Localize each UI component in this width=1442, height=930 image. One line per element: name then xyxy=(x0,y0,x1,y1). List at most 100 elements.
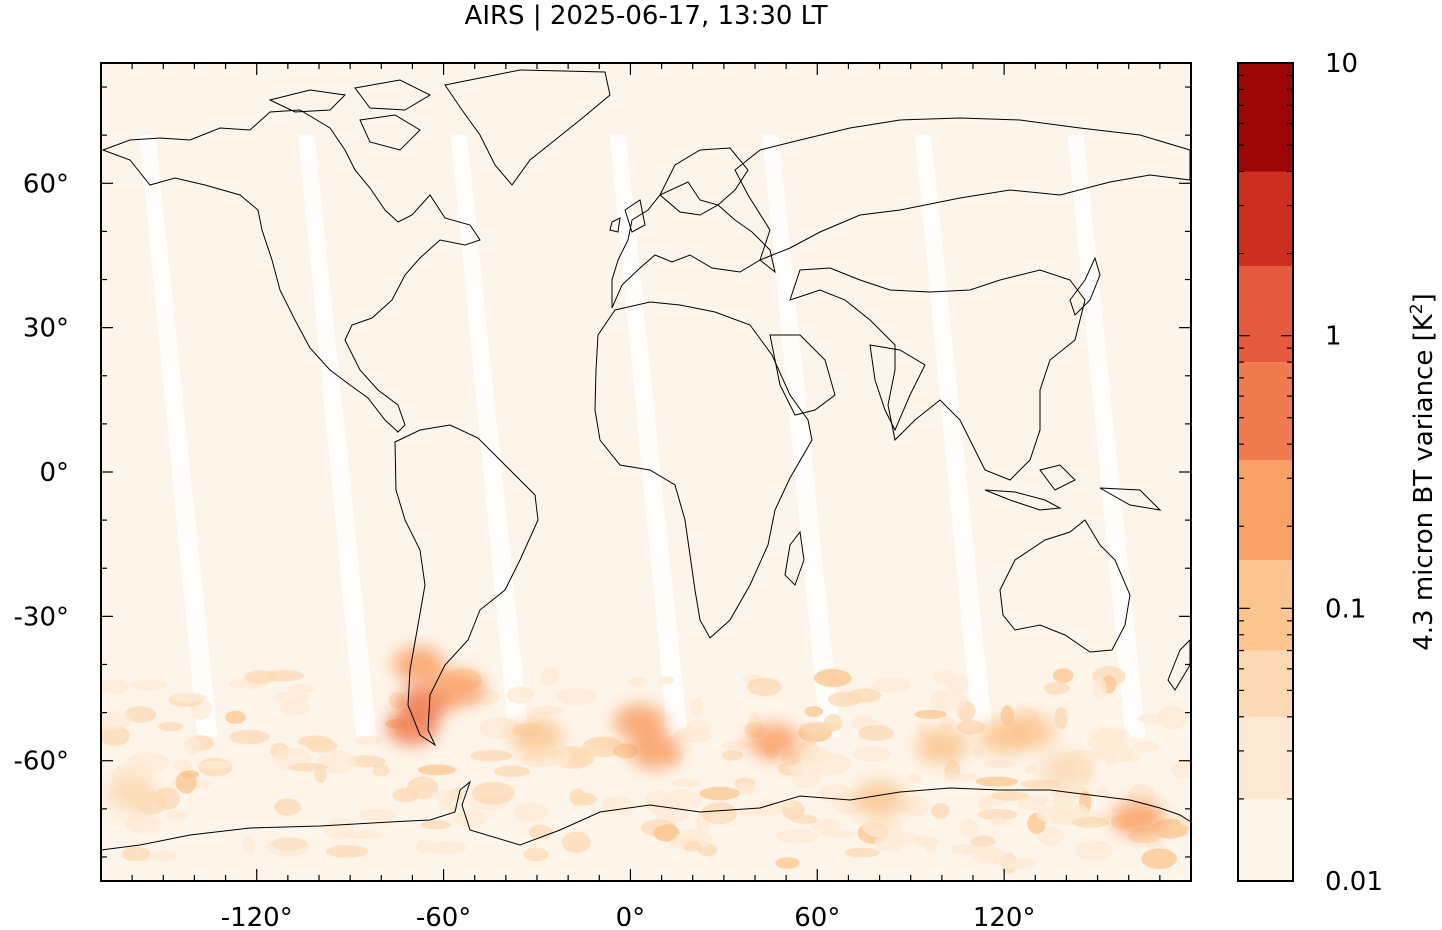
variance-patch xyxy=(821,829,856,838)
coastline-asia xyxy=(734,117,1191,481)
variance-patch xyxy=(274,798,302,816)
variance-patch xyxy=(970,835,996,847)
lat-tick-label: -30° xyxy=(14,602,69,632)
variance-hotspot xyxy=(392,646,445,683)
colorbar-segment xyxy=(1238,560,1293,651)
lat-tick-label: 60° xyxy=(23,169,69,199)
coastlines xyxy=(101,69,1191,851)
variance-patch xyxy=(914,709,947,719)
swath-gap xyxy=(298,135,377,737)
variance-hotspot xyxy=(747,723,800,760)
variance-patch xyxy=(175,771,197,794)
variance-hotspot xyxy=(106,776,159,813)
coastline-indonesia xyxy=(984,464,1162,511)
variance-patch xyxy=(852,746,892,762)
coastline-madagascar xyxy=(784,530,805,586)
variance-patch xyxy=(734,782,757,795)
variance-patch xyxy=(1141,848,1177,870)
coastline-australia xyxy=(999,519,1131,653)
variance-patch xyxy=(721,740,750,751)
lon-tick-label: -120° xyxy=(221,903,293,930)
variance-patch xyxy=(428,841,467,855)
variance-patch xyxy=(229,729,270,745)
variance-patch xyxy=(857,725,895,741)
variance-patch xyxy=(653,824,680,842)
variance-patch xyxy=(997,856,1036,870)
variance-patch xyxy=(157,721,183,732)
variance-patch xyxy=(288,762,328,772)
variance-patch xyxy=(947,675,969,694)
variance-patch xyxy=(671,778,700,788)
variance-patch xyxy=(1036,804,1077,824)
variance-patch xyxy=(417,764,456,776)
variance-patch xyxy=(930,689,967,712)
variance-hotspot xyxy=(386,709,439,745)
colorbar-segment xyxy=(1238,650,1293,717)
coastline-africa xyxy=(594,301,813,639)
variance-patch xyxy=(907,773,922,783)
variance-hotspot xyxy=(853,781,906,818)
colorbar-segment xyxy=(1238,459,1293,561)
variance-patch xyxy=(346,755,386,768)
variance-patch xyxy=(939,717,955,731)
variance-patch xyxy=(101,679,130,695)
variance-hotspot xyxy=(1112,800,1165,837)
variance-patch xyxy=(1086,732,1129,751)
variance-patch xyxy=(690,697,704,718)
colorbar-ticks xyxy=(1238,74,1293,882)
lat-tick-label: 0° xyxy=(39,458,69,488)
lon-tick-label: 0° xyxy=(616,903,646,930)
variance-patch xyxy=(1043,681,1070,695)
variance-patch xyxy=(977,808,1018,821)
variance-patch xyxy=(420,820,451,830)
variance-patch xyxy=(823,713,842,731)
colorbar-tick-labels: 10 1 0.1 0.01 xyxy=(1325,49,1383,897)
variance-patch xyxy=(1096,787,1109,797)
colorbar-label-end: ] xyxy=(1409,293,1439,303)
variance-patch xyxy=(281,700,310,716)
variance-patch xyxy=(101,725,130,746)
variance-hotspots xyxy=(106,646,1165,837)
variance-patch xyxy=(780,797,796,808)
variance-patch xyxy=(561,831,591,853)
variance-patch xyxy=(959,818,979,838)
variance-patch xyxy=(225,710,246,724)
variance-hotspot xyxy=(613,704,666,741)
colorbar-label-superscript: 2 xyxy=(1407,303,1427,314)
variance-patch xyxy=(172,759,192,772)
map-panel: -120° -60° 0° 60° 120° 60° 30° 0° -30° -60° xyxy=(14,62,1192,930)
variance-patch xyxy=(244,670,277,684)
variance-patch xyxy=(573,792,597,806)
variance-patch xyxy=(775,857,800,869)
colorbar-segment xyxy=(1238,266,1293,363)
coastline-greenland xyxy=(444,69,611,186)
variance-patch xyxy=(990,791,1029,801)
variance-patch xyxy=(1129,783,1155,806)
variance-patch xyxy=(701,802,738,825)
variance-patch xyxy=(197,761,233,769)
colorbar: 10 1 0.1 0.01 4.3 micron BT variance [K2] xyxy=(1237,49,1439,897)
variance-patch xyxy=(523,847,549,862)
colorbar-frame xyxy=(1237,62,1294,882)
variance-patch xyxy=(520,752,562,768)
variance-patch xyxy=(1053,668,1074,683)
variance-patch xyxy=(747,677,782,697)
colorbar-segments xyxy=(1238,63,1293,881)
variance-patch xyxy=(121,846,151,862)
variance-patch xyxy=(455,809,489,828)
variance-patch xyxy=(975,776,1019,787)
coastline-japan xyxy=(1069,256,1101,316)
variance-patch xyxy=(1103,750,1116,767)
coastline-arctic-islands xyxy=(268,79,432,151)
map-tick-labels: -120° -60° 0° 60° 120° 60° 30° 0° -30° -60° xyxy=(14,169,1036,930)
variance-patch xyxy=(571,749,590,766)
variance-patch xyxy=(506,686,534,704)
variance-patch xyxy=(471,781,515,805)
variance-patch xyxy=(930,803,950,819)
variance-patch xyxy=(827,691,862,707)
variance-patch xyxy=(956,720,986,735)
variance-patch xyxy=(479,716,521,739)
swath-gap xyxy=(450,135,529,737)
colorbar-label-main: 4.3 micron BT variance [K xyxy=(1409,313,1439,651)
variance-hotspot xyxy=(1003,713,1056,750)
